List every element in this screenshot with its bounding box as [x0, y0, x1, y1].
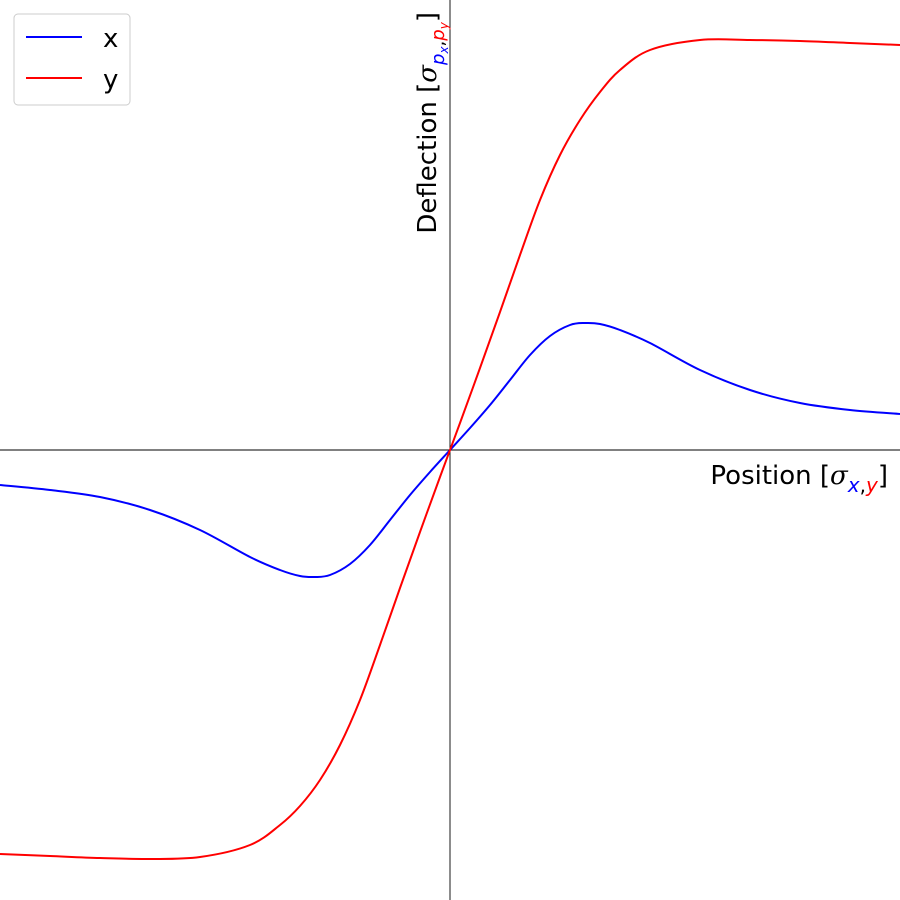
series-layer: [0, 38, 900, 861]
y-axis-label: Deflection [σpx,py]: [413, 12, 451, 234]
legend-label-x: x: [103, 24, 118, 54]
series-line-y: [0, 38, 900, 861]
x-axis-label: Position [σx,y]: [710, 461, 888, 497]
legend: x y: [13, 13, 131, 106]
legend-label-y: y: [103, 65, 118, 95]
